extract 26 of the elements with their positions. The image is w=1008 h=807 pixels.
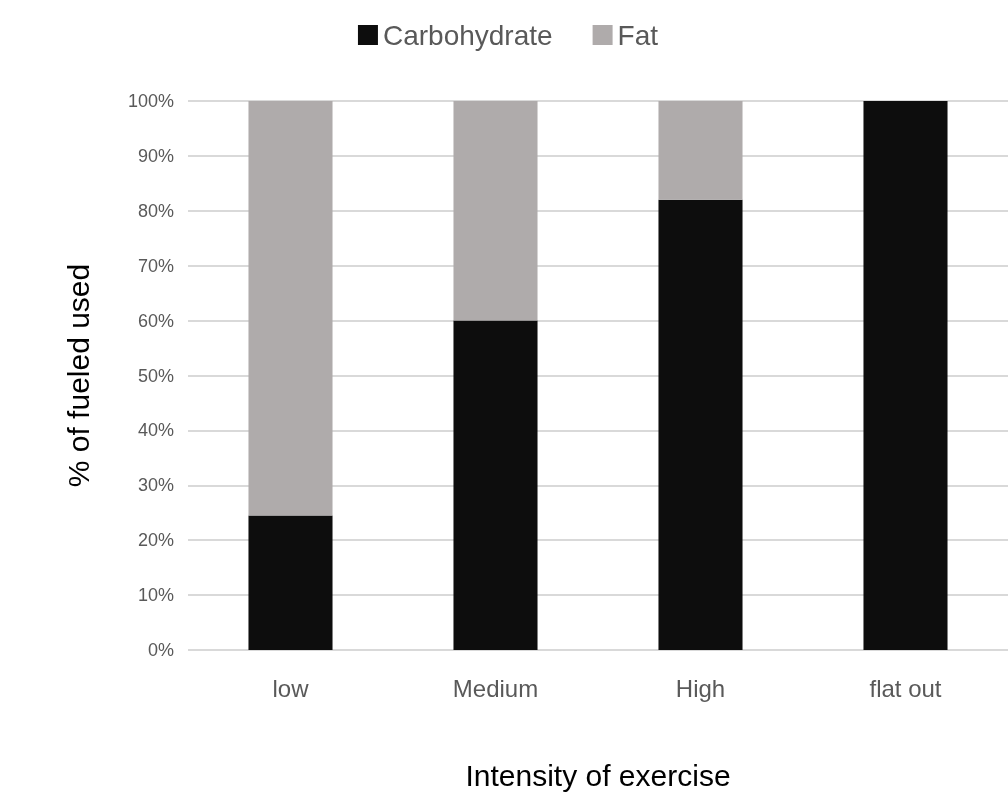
y-tick-label: 30% — [137, 475, 174, 496]
y-tick-label: 20% — [137, 530, 174, 551]
y-tick-label: 50% — [137, 365, 174, 386]
y-tick-label: 40% — [137, 420, 174, 441]
bar — [658, 199, 743, 650]
y-tick-label: 90% — [137, 145, 174, 166]
y-tick-label: 0% — [147, 640, 174, 660]
y-axis-title: % of fueled used — [61, 263, 95, 488]
bar — [248, 101, 333, 516]
y-tick-label: 60% — [137, 310, 174, 331]
y-tick-label: 80% — [137, 200, 174, 221]
y-tick-label: 100% — [127, 91, 174, 111]
bar — [863, 101, 948, 650]
y-tick-label: 10% — [137, 585, 174, 606]
x-tick-label: low — [272, 674, 310, 702]
bar — [453, 101, 538, 321]
bar — [453, 320, 538, 650]
x-tick-label: High — [675, 674, 726, 702]
legend-label: Carbohydrate — [382, 19, 553, 51]
bar — [658, 101, 743, 200]
y-tick-label: 70% — [137, 255, 174, 276]
x-tick-label: flat out — [869, 674, 942, 702]
legend-label: Fat — [617, 19, 659, 51]
x-tick-label: Medium — [452, 674, 539, 702]
bar — [248, 515, 333, 650]
x-axis-title: Intensity of exercise — [465, 758, 731, 792]
